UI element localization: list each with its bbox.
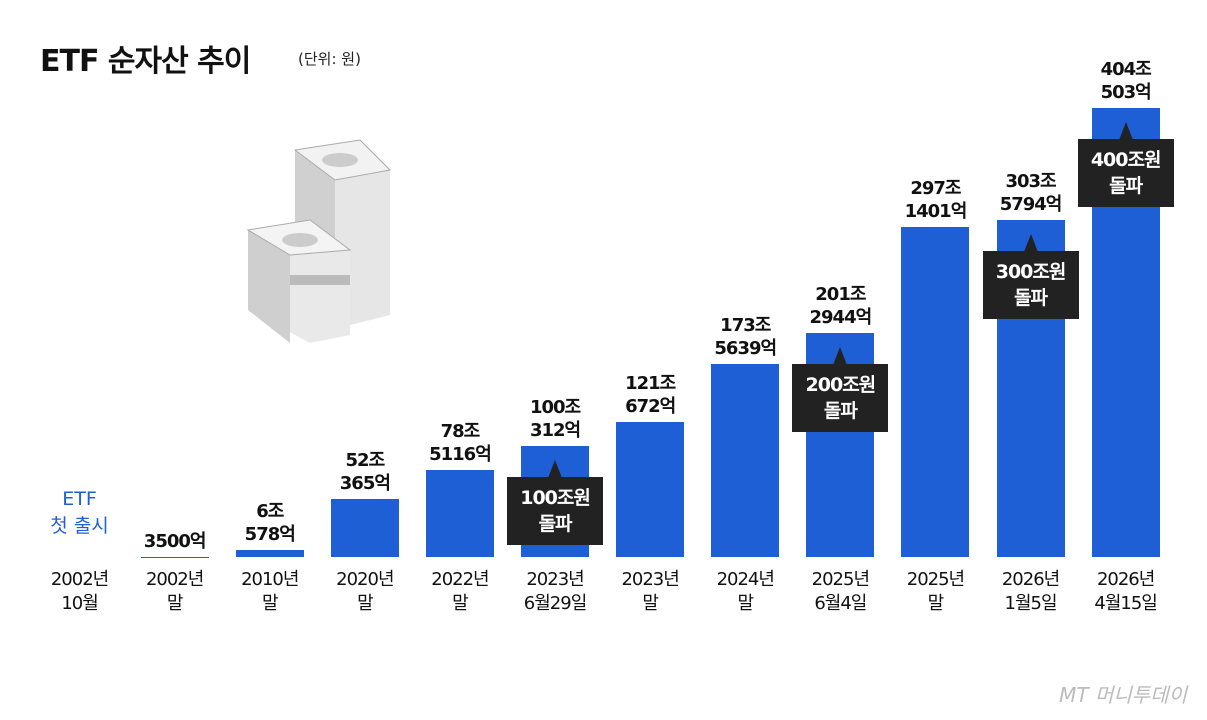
x-tick-label: 2002년 말 (145, 569, 204, 614)
x-tick-label: 2010년 말 (241, 569, 299, 614)
launch-note: ETF 첫 출시 (50, 488, 109, 537)
bar (711, 364, 780, 557)
x-tick-label: 2024년 말 (716, 569, 775, 614)
x-tick-label: 2020년 말 (336, 569, 394, 614)
value-label: 78조 5116억 (429, 420, 492, 465)
value-label: 297조 1401억 (904, 177, 968, 222)
milestone-pointer (1118, 122, 1133, 140)
value-label: 303조 5794억 (999, 170, 1063, 215)
value-label: 100조 312억 (529, 396, 581, 441)
milestone-pointer (1023, 233, 1038, 252)
value-label: 52조 365억 (339, 450, 391, 495)
x-tick-label: 2025년 6월4일 (811, 569, 870, 614)
value-label: 173조 5639억 (714, 315, 777, 360)
value-label: 3500억 (143, 530, 207, 552)
value-label: 121조 672억 (625, 373, 676, 418)
x-tick-label: 2026년 1월5일 (1001, 569, 1060, 614)
bar (616, 422, 685, 557)
milestone-pointer (548, 459, 563, 478)
bar (235, 550, 304, 557)
x-tick-label: 2026년 4월15일 (1094, 569, 1157, 614)
milestone-label: 300조원 돌파 (982, 250, 1079, 319)
value-label: 201조 2944억 (809, 284, 873, 329)
milestone-label: 100조원 돌파 (507, 476, 604, 545)
source-logo: MT 머니투데이 (1059, 683, 1187, 707)
x-tick-label: 2025년 말 (906, 569, 965, 614)
milestone-label: 400조원 돌파 (1077, 139, 1174, 207)
milestone-pointer (833, 347, 848, 366)
chart-title: ETF 순자산 추이 (40, 44, 251, 79)
chart-subtitle: (단위: 원) (298, 50, 361, 68)
x-tick-label: 2022년 말 (431, 569, 489, 614)
bar (901, 226, 970, 557)
milestone-label: 200조원 돌파 (792, 364, 889, 433)
bar (425, 469, 494, 557)
x-tick-label: 2023년 6월29일 (523, 569, 587, 614)
value-label: 404조 503억 (1100, 59, 1152, 103)
value-label: 6조 578억 (244, 501, 296, 546)
x-tick-label: 2002년 10월 (50, 569, 109, 614)
x-tick-label: 2023년 말 (621, 569, 679, 614)
money-icon (246, 139, 392, 343)
bar (330, 499, 399, 557)
